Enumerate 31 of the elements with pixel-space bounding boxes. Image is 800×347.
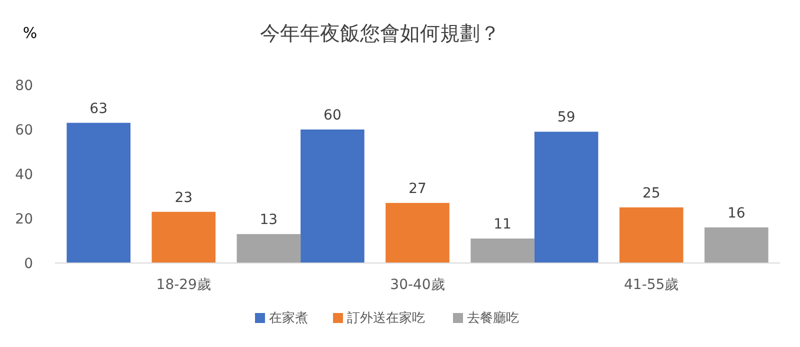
bar <box>619 207 684 263</box>
data-label: 63 <box>90 100 108 117</box>
bar <box>66 122 130 263</box>
bar <box>152 212 216 263</box>
bar <box>300 130 364 263</box>
legend-label: 訂外送在家吃 <box>347 310 425 326</box>
data-label: 25 <box>642 185 660 202</box>
y-tick-label: 0 <box>24 256 33 272</box>
bar <box>236 234 301 263</box>
bar <box>470 238 534 263</box>
y-tick-label: 20 <box>15 212 33 228</box>
x-tick-label: 18-29歲 <box>156 277 211 293</box>
bar <box>704 227 768 263</box>
y-tick-label: 80 <box>15 78 33 94</box>
data-label: 13 <box>260 212 278 228</box>
bar <box>534 132 598 263</box>
data-label: 59 <box>557 110 576 126</box>
legend-label: 去餐廳吃 <box>467 311 519 326</box>
y-tick-label: 40 <box>15 167 33 183</box>
y-axis-title: % <box>22 24 38 42</box>
bar <box>386 202 450 263</box>
legend-label: 在家煮 <box>269 310 308 326</box>
data-label: 11 <box>494 216 512 233</box>
chart-title: 今年年夜飯您會如何規劃？ <box>260 21 500 45</box>
data-label: 23 <box>174 190 193 206</box>
data-label: 60 <box>324 108 342 124</box>
data-label: 27 <box>408 180 426 197</box>
data-label: 16 <box>728 205 746 222</box>
x-tick-label: 41-55歲 <box>624 277 679 293</box>
y-tick-label: 60 <box>15 122 33 138</box>
x-tick-label: 30-40歲 <box>390 277 445 293</box>
